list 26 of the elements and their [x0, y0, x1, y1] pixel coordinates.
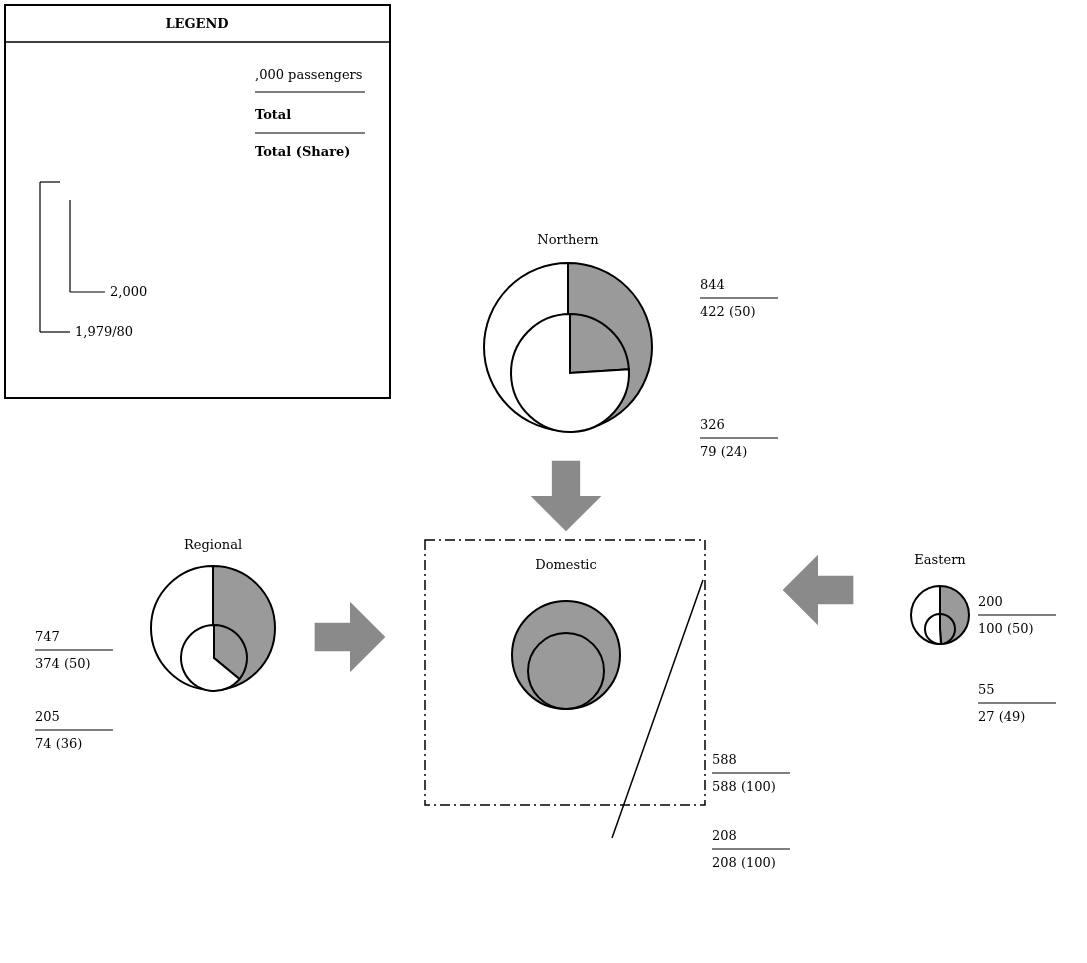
text: 422 (50): [700, 304, 756, 319]
text: 747: [35, 629, 60, 644]
text: 200: [978, 594, 1003, 609]
text: 208 (100): [712, 855, 776, 870]
chart-title: Regional: [183, 537, 243, 552]
text: 205: [35, 709, 60, 724]
text: 79 (24): [700, 444, 748, 459]
text: 27 (49): [978, 709, 1026, 724]
text: 588: [712, 752, 737, 767]
text: Total (Share): [255, 144, 351, 159]
text: 1,979/80: [75, 324, 134, 339]
text: Total: [255, 107, 292, 122]
chart-title: Northern: [537, 232, 600, 247]
text: 100 (50): [978, 621, 1034, 636]
text: 208: [712, 828, 737, 843]
text: 2,000: [110, 284, 148, 299]
text: 74 (36): [35, 736, 83, 751]
chart-title: Domestic: [535, 557, 597, 572]
text: ,000 passengers: [255, 67, 363, 82]
text: 55: [978, 682, 995, 697]
text: LEGEND: [165, 16, 229, 31]
text: 326: [700, 417, 725, 432]
text: 374 (50): [35, 656, 91, 671]
chart-title: Eastern: [914, 552, 967, 567]
text: 844: [700, 277, 725, 292]
text: 588 (100): [712, 779, 776, 794]
